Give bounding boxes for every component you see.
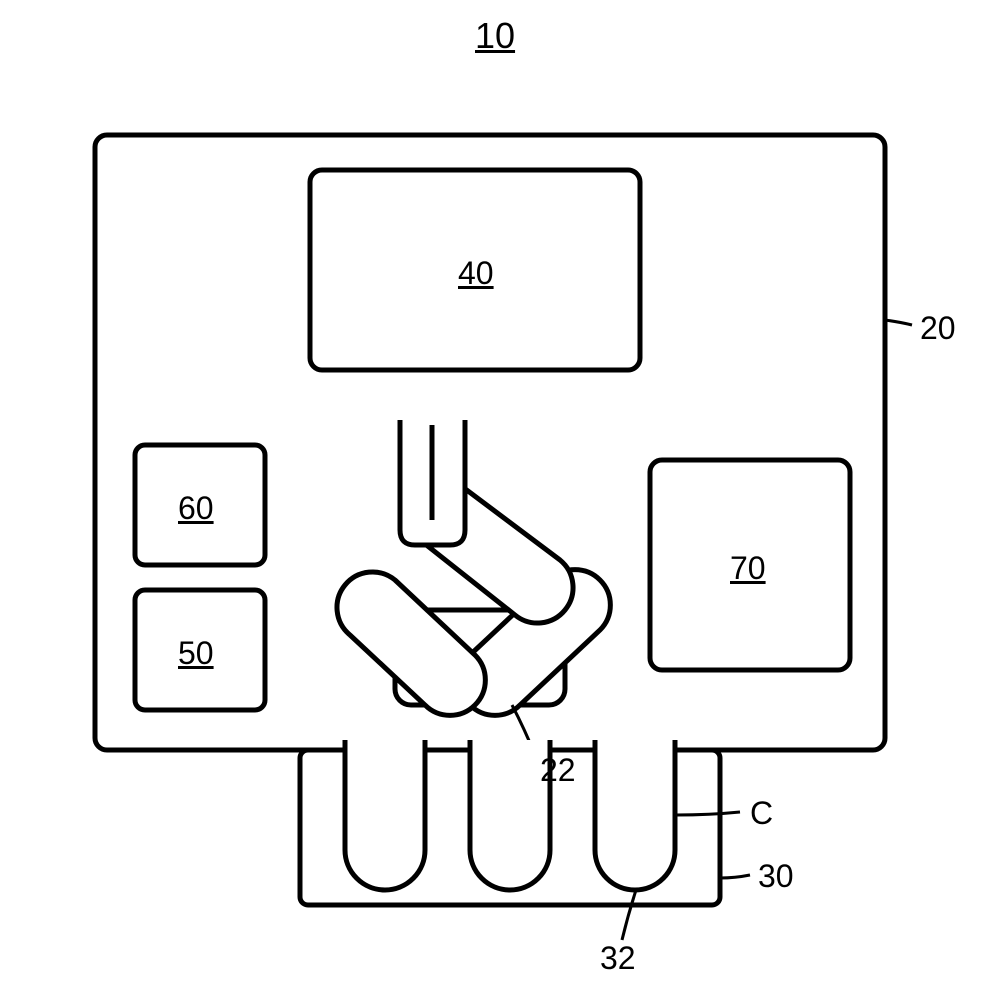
- robot-end-effector: [400, 420, 465, 545]
- label-50: 50: [178, 635, 214, 672]
- slot-3: [595, 740, 675, 890]
- label-70: 70: [730, 550, 766, 587]
- label-c: C: [750, 795, 773, 832]
- leader-20: [885, 320, 912, 325]
- leader-30: [720, 875, 750, 878]
- label-60: 60: [178, 490, 214, 527]
- slot-2: [470, 740, 550, 890]
- leader-32: [622, 890, 636, 940]
- label-30: 30: [758, 858, 794, 895]
- label-40: 40: [458, 255, 494, 292]
- diagram-svg: [0, 0, 991, 1000]
- label-32: 32: [600, 940, 636, 977]
- leader-c: [676, 812, 740, 815]
- label-20: 20: [920, 310, 956, 347]
- title-label: 10: [475, 15, 515, 57]
- label-22: 22: [540, 752, 576, 789]
- slot-1: [345, 740, 425, 890]
- robot-arm-lower-left: [337, 572, 485, 715]
